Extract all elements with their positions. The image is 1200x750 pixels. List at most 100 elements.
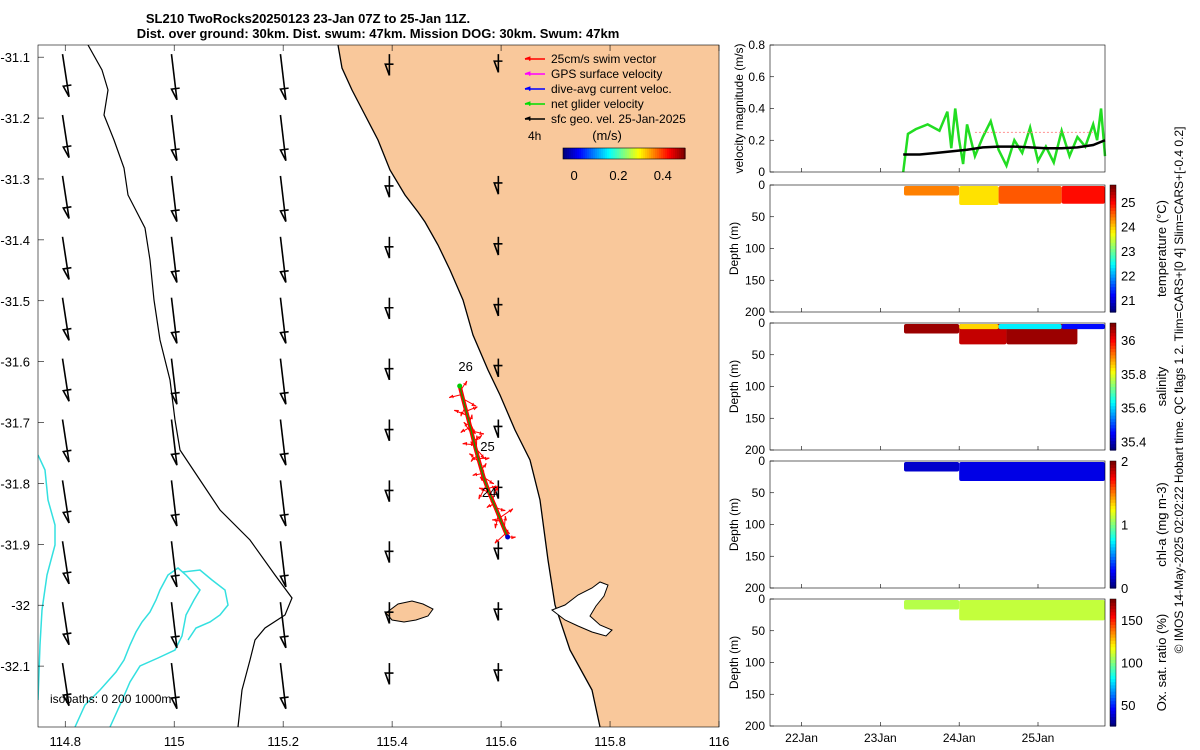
colorbar-cell xyxy=(1110,633,1116,638)
colorbar-tick: 25 xyxy=(1121,195,1135,210)
colorbar-cell xyxy=(625,148,628,159)
colorbar-tick: 100 xyxy=(1121,656,1143,671)
colorbar-cell xyxy=(611,148,614,159)
colorbar-cell xyxy=(579,148,582,159)
colorbar-cell xyxy=(673,148,676,159)
y-tick-label: 200 xyxy=(745,443,765,457)
current-vector xyxy=(170,54,178,100)
colorbar-cell xyxy=(589,148,592,159)
current-vector-head xyxy=(384,246,394,259)
colorbar-cell xyxy=(1110,367,1116,372)
colorbar-cell xyxy=(1110,213,1116,218)
map-x-tick-label: 115.8 xyxy=(594,734,626,749)
y-tick-label: 0 xyxy=(758,316,765,330)
isobath-1000m-a xyxy=(38,454,56,701)
section-segment xyxy=(904,600,960,610)
y-axis-label: Depth (m) xyxy=(727,498,741,551)
colorbar-cell xyxy=(1110,185,1116,189)
current-vector-head xyxy=(493,425,503,439)
colorbar-cell xyxy=(1110,614,1116,619)
colorbar-cell xyxy=(1110,277,1116,281)
colorbar-cell xyxy=(1110,483,1116,487)
colorbar-cell xyxy=(651,148,654,159)
current-vector-head xyxy=(170,87,180,101)
colorbar-cell xyxy=(1110,267,1116,272)
isobath-200m xyxy=(87,45,293,727)
colorbar-cell xyxy=(1110,264,1116,269)
colorbar-cell xyxy=(1110,608,1116,613)
map-y-tick-label: -31.6 xyxy=(0,355,30,370)
current-vector-head xyxy=(493,243,503,256)
current-vector xyxy=(170,114,178,161)
current-vector-head xyxy=(170,148,180,162)
current-vector-head xyxy=(62,145,72,159)
colorbar-cell xyxy=(1110,415,1116,419)
colorbar-cell xyxy=(585,148,588,159)
current-vector-head xyxy=(170,574,180,588)
colorbar-frame xyxy=(1109,184,1117,313)
current-vector xyxy=(279,358,287,405)
colorbar-cell xyxy=(1110,713,1116,718)
current-vector xyxy=(170,662,178,709)
colorbar-cell xyxy=(669,148,672,159)
current-vector-head xyxy=(62,510,72,524)
section-segment xyxy=(998,186,1062,204)
current-vector xyxy=(279,54,287,100)
current-vector-head xyxy=(493,182,503,195)
colorbar-cell xyxy=(659,148,662,159)
colorbar-cell xyxy=(1110,637,1116,641)
current-vector-head xyxy=(62,449,72,463)
swim-vector-head xyxy=(462,442,468,446)
colorbar-cell xyxy=(1110,486,1116,491)
colorbar-cell xyxy=(597,148,600,159)
y-tick-label: 150 xyxy=(745,687,765,701)
colorbar-cell xyxy=(1110,678,1116,683)
colorbar-title: (m/s) xyxy=(592,128,622,143)
swim-vector-head xyxy=(494,523,498,529)
colorbar-cell xyxy=(591,148,594,159)
colorbar-cell xyxy=(1110,627,1116,632)
map-x-axis: 114.8 115 115.2 115.4 115.6 115.8 116 xyxy=(49,45,729,749)
island-rottnest xyxy=(385,600,434,623)
current-vector xyxy=(279,419,287,466)
colorbar-cell xyxy=(1110,261,1116,265)
colorbar-cell xyxy=(563,148,566,159)
isobath-label: isobaths: 0 200 1000m xyxy=(50,692,171,706)
colorbar-cell xyxy=(565,148,568,159)
current-vector xyxy=(170,419,178,466)
colorbar-cell xyxy=(1110,430,1116,435)
colorbar-cell xyxy=(1110,200,1116,205)
colorbar-cell xyxy=(1110,248,1116,253)
current-vector-head xyxy=(62,632,72,646)
colorbar-cell xyxy=(1110,624,1116,629)
colorbar-cell xyxy=(1110,556,1116,561)
colorbar-cell xyxy=(627,148,630,159)
colorbar-cell xyxy=(649,148,652,159)
colorbar-cell xyxy=(1110,204,1116,208)
title-line2: Dist. over ground: 30km. Dist. swum: 47k… xyxy=(137,26,620,41)
map-title: SL210 TwoRocks20250123 23-Jan 07Z to 25-… xyxy=(137,11,620,41)
current-vector xyxy=(61,541,70,585)
swim-vector-head xyxy=(489,480,494,485)
section-segment xyxy=(959,324,999,330)
colorbar-cell xyxy=(1110,575,1116,580)
map-x-tick-label: 115.2 xyxy=(267,734,299,749)
colorbar-cell xyxy=(1110,492,1116,497)
swim-vector-head xyxy=(472,406,478,411)
panel-bg xyxy=(770,185,1105,312)
section-segment xyxy=(904,324,960,334)
swim-vector-head xyxy=(471,402,477,407)
legend-label: 25cm/s swim vector xyxy=(551,52,656,66)
scale-label: 4h xyxy=(528,129,541,143)
current-vector-head xyxy=(384,611,394,624)
colorbar-cell xyxy=(661,148,664,159)
section-segment xyxy=(904,186,960,196)
colorbar-cell xyxy=(1110,229,1116,234)
colorbar-label: temperature (°C) xyxy=(1154,200,1169,297)
colorbar-cell xyxy=(1110,329,1116,334)
colorbar-cell xyxy=(1110,348,1116,353)
colorbar-cell xyxy=(1110,258,1116,262)
colorbar-cell xyxy=(1110,351,1116,356)
current-vector xyxy=(170,480,178,527)
